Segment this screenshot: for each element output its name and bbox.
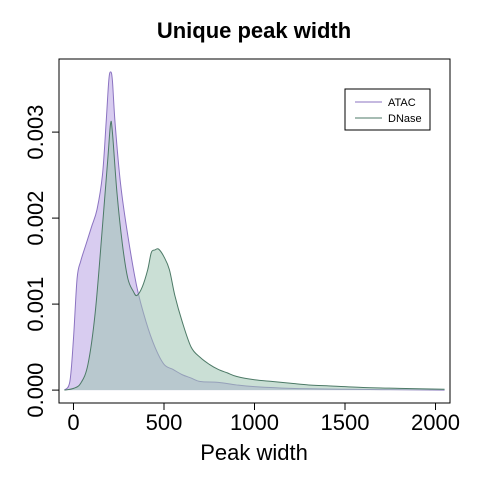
series-line-dnase (64, 120, 445, 391)
chart-title: Unique peak width (157, 18, 351, 43)
legend: ATAC DNase (344, 88, 431, 131)
x-tick-label: 1000 (230, 410, 279, 435)
x-tick-label: 2000 (411, 410, 460, 435)
x-axis-label: Peak width (200, 440, 308, 465)
legend-label-dnase: DNase (388, 113, 422, 125)
y-tick-label: 0.001 (23, 277, 48, 332)
x-axis: 0 500 1000 1500 2000 (67, 403, 460, 435)
x-tick-label: 1500 (321, 410, 370, 435)
y-tick-label: 0.000 (23, 363, 48, 418)
legend-label-atac: ATAC (388, 97, 416, 109)
x-tick-label: 0 (67, 410, 79, 435)
series-area-dnase (64, 121, 445, 391)
legend-box (344, 88, 431, 131)
x-tick-label: 500 (146, 410, 183, 435)
y-axis: 0.000 0.001 0.002 0.003 (23, 105, 59, 418)
y-tick-label: 0.002 (23, 191, 48, 246)
y-tick-label: 0.003 (23, 105, 48, 160)
series-layer (64, 71, 445, 391)
